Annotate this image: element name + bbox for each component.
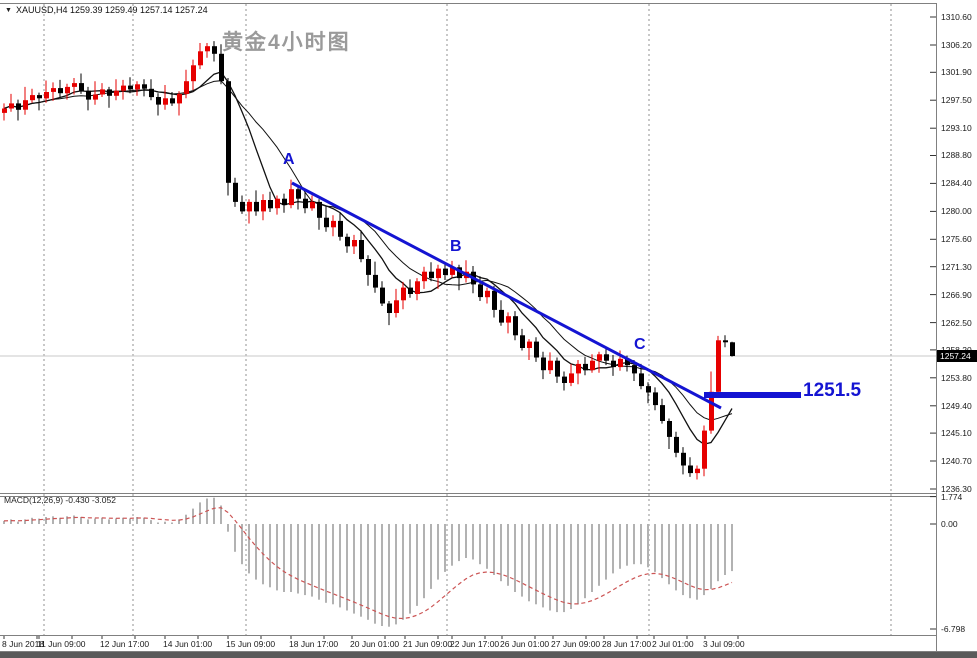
date-axis-label: 8 Jun 2018 <box>2 639 45 649</box>
date-axis-label: 21 Jun 09:00 <box>403 639 453 649</box>
price-axis-label: 1262.50 <box>941 317 972 328</box>
price-axis-label: 1293.10 <box>941 123 972 134</box>
candlestick-series <box>2 41 735 480</box>
date-axis-label: 12 Jun 17:00 <box>100 639 150 649</box>
date-axis-label: 18 Jun 17:00 <box>289 639 339 649</box>
price-axis-label: 1310.60 <box>941 12 972 22</box>
date-axis-label: 3 Jul 09:00 <box>703 639 745 649</box>
vertical-gridlines <box>43 4 892 635</box>
date-axis-label: 27 Jun 09:00 <box>551 639 601 649</box>
date-axis-label: 26 Jun 01:00 <box>500 639 550 649</box>
macd-axis-label: 1.774 <box>941 491 963 502</box>
support-level-label: 1251.5 <box>803 380 862 401</box>
price-axis-label: 1253.80 <box>941 372 972 383</box>
symbol-ohlc-text: XAUUSD,H4 1259.39 1259.49 1257.14 1257.2… <box>15 5 208 15</box>
macd-axis-label: 0.00 <box>941 519 958 529</box>
annotation-letter-c: C <box>634 336 646 353</box>
price-axis-label: 1280.00 <box>941 206 972 217</box>
price-axis-label: 1284.40 <box>941 178 972 189</box>
price-axis-label: 1297.50 <box>941 95 972 106</box>
price-axis-label: 1271.30 <box>941 261 972 272</box>
date-axis-label: 22 Jun 17:00 <box>450 639 500 649</box>
macd-axis-label: -6.798 <box>941 624 966 635</box>
axis-tick-marks <box>3 16 936 639</box>
price-axis-label: 1275.60 <box>941 234 972 245</box>
price-axis-label: 1306.20 <box>941 39 972 50</box>
date-axis-label: 15 Jun 09:00 <box>226 639 276 649</box>
descending-trendline[interactable] <box>291 181 722 410</box>
macd-indicator-label: MACD(12,26,9) -0.430 -3.052 <box>4 495 116 505</box>
symbol-dropdown-icon[interactable]: ▼ <box>5 7 12 14</box>
horizontal-scrollbar[interactable] <box>0 652 977 658</box>
price-axis-label: 1236.30 <box>941 483 972 494</box>
price-axis-label: 1249.40 <box>941 400 972 411</box>
date-axis-label: 14 Jun 01:00 <box>163 639 213 649</box>
panel-borders <box>0 3 977 652</box>
date-axis-label: 28 Jun 17:00 <box>602 639 652 649</box>
price-axis-label: 1245.10 <box>941 428 972 439</box>
ma-slow-line <box>3 80 733 421</box>
price-axis-label: 1288.80 <box>941 150 972 161</box>
symbol-info: ▼ XAUUSD,H4 1259.39 1259.49 1257.14 1257.… <box>5 5 208 15</box>
price-axis-label: 1258.20 <box>941 345 972 355</box>
price-axis-label: 1240.70 <box>941 456 972 467</box>
annotation-letter-a: A <box>283 151 295 168</box>
date-axis-label: 11 Jun 09:00 <box>37 639 86 649</box>
date-axis-label: 20 Jun 01:00 <box>350 639 400 649</box>
current-price-box: 1257.24 <box>937 350 977 362</box>
price-axis-label: 1266.90 <box>941 289 972 300</box>
macd-histogram <box>3 497 733 627</box>
annotation-letter-b: B <box>450 238 462 255</box>
macd-signal-line <box>3 507 733 620</box>
chart-title: 黄金4小时图 <box>222 31 351 54</box>
date-axis-label: 2 Jul 01:00 <box>652 639 694 649</box>
price-axis-label: 1301.90 <box>941 67 972 78</box>
